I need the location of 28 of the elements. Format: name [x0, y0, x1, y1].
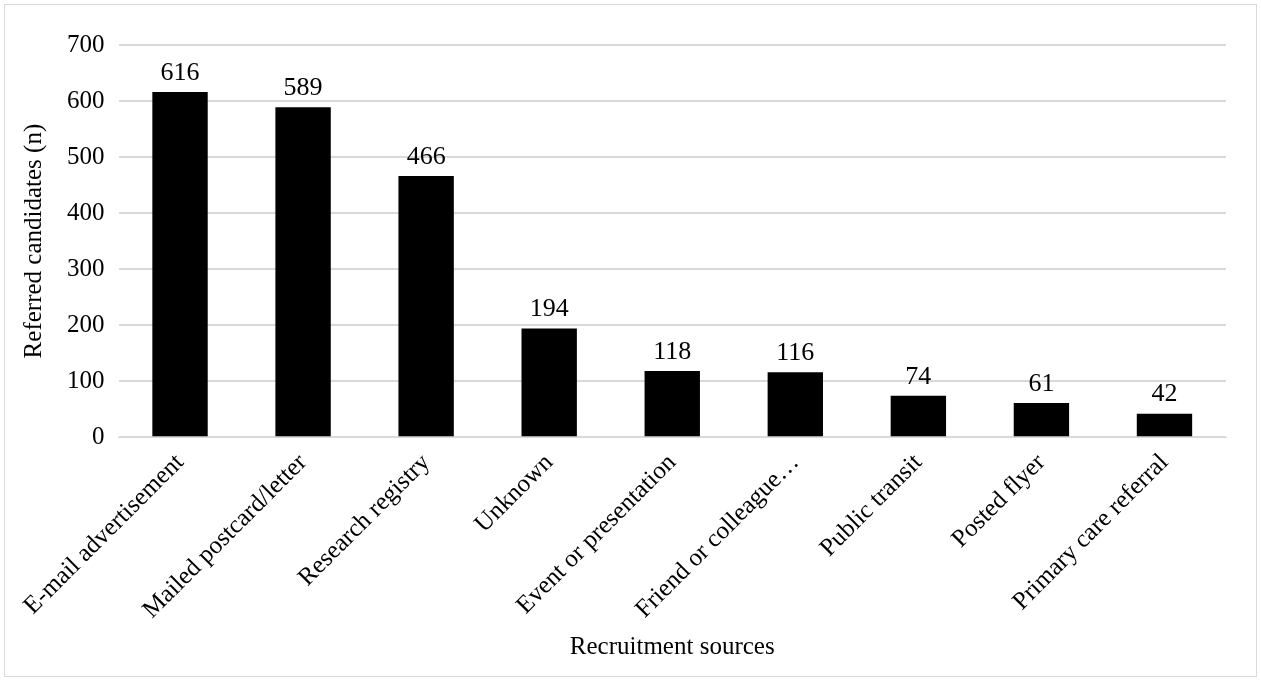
bar [1136, 413, 1193, 437]
data-label: 42 [1151, 378, 1178, 408]
bar [152, 92, 208, 437]
y-tick-label: 100 [67, 365, 105, 393]
bar [275, 107, 331, 437]
bar [398, 176, 454, 437]
y-tick-label: 300 [67, 253, 105, 281]
bar [890, 395, 947, 437]
data-label: 61 [1028, 367, 1055, 397]
data-label: 118 [653, 335, 692, 365]
bar [521, 328, 577, 437]
bar [767, 372, 823, 437]
y-tick-label: 0 [92, 421, 105, 449]
data-label: 116 [776, 337, 815, 367]
bar [1013, 403, 1070, 437]
data-label: 194 [529, 293, 569, 323]
x-axis-title: Recruitment sources [569, 631, 775, 659]
y-tick-label: 700 [67, 29, 105, 57]
data-label: 466 [406, 140, 446, 170]
y-axis-title: Referred candidates (n) [18, 123, 47, 359]
data-label: 616 [160, 56, 200, 86]
y-tick-label: 500 [67, 141, 105, 169]
y-tick-label: 200 [67, 309, 105, 337]
y-tick-label: 600 [67, 85, 105, 113]
bar [644, 371, 700, 437]
data-label: 74 [905, 360, 932, 390]
y-tick-label: 400 [67, 197, 105, 225]
data-label: 589 [283, 72, 323, 102]
